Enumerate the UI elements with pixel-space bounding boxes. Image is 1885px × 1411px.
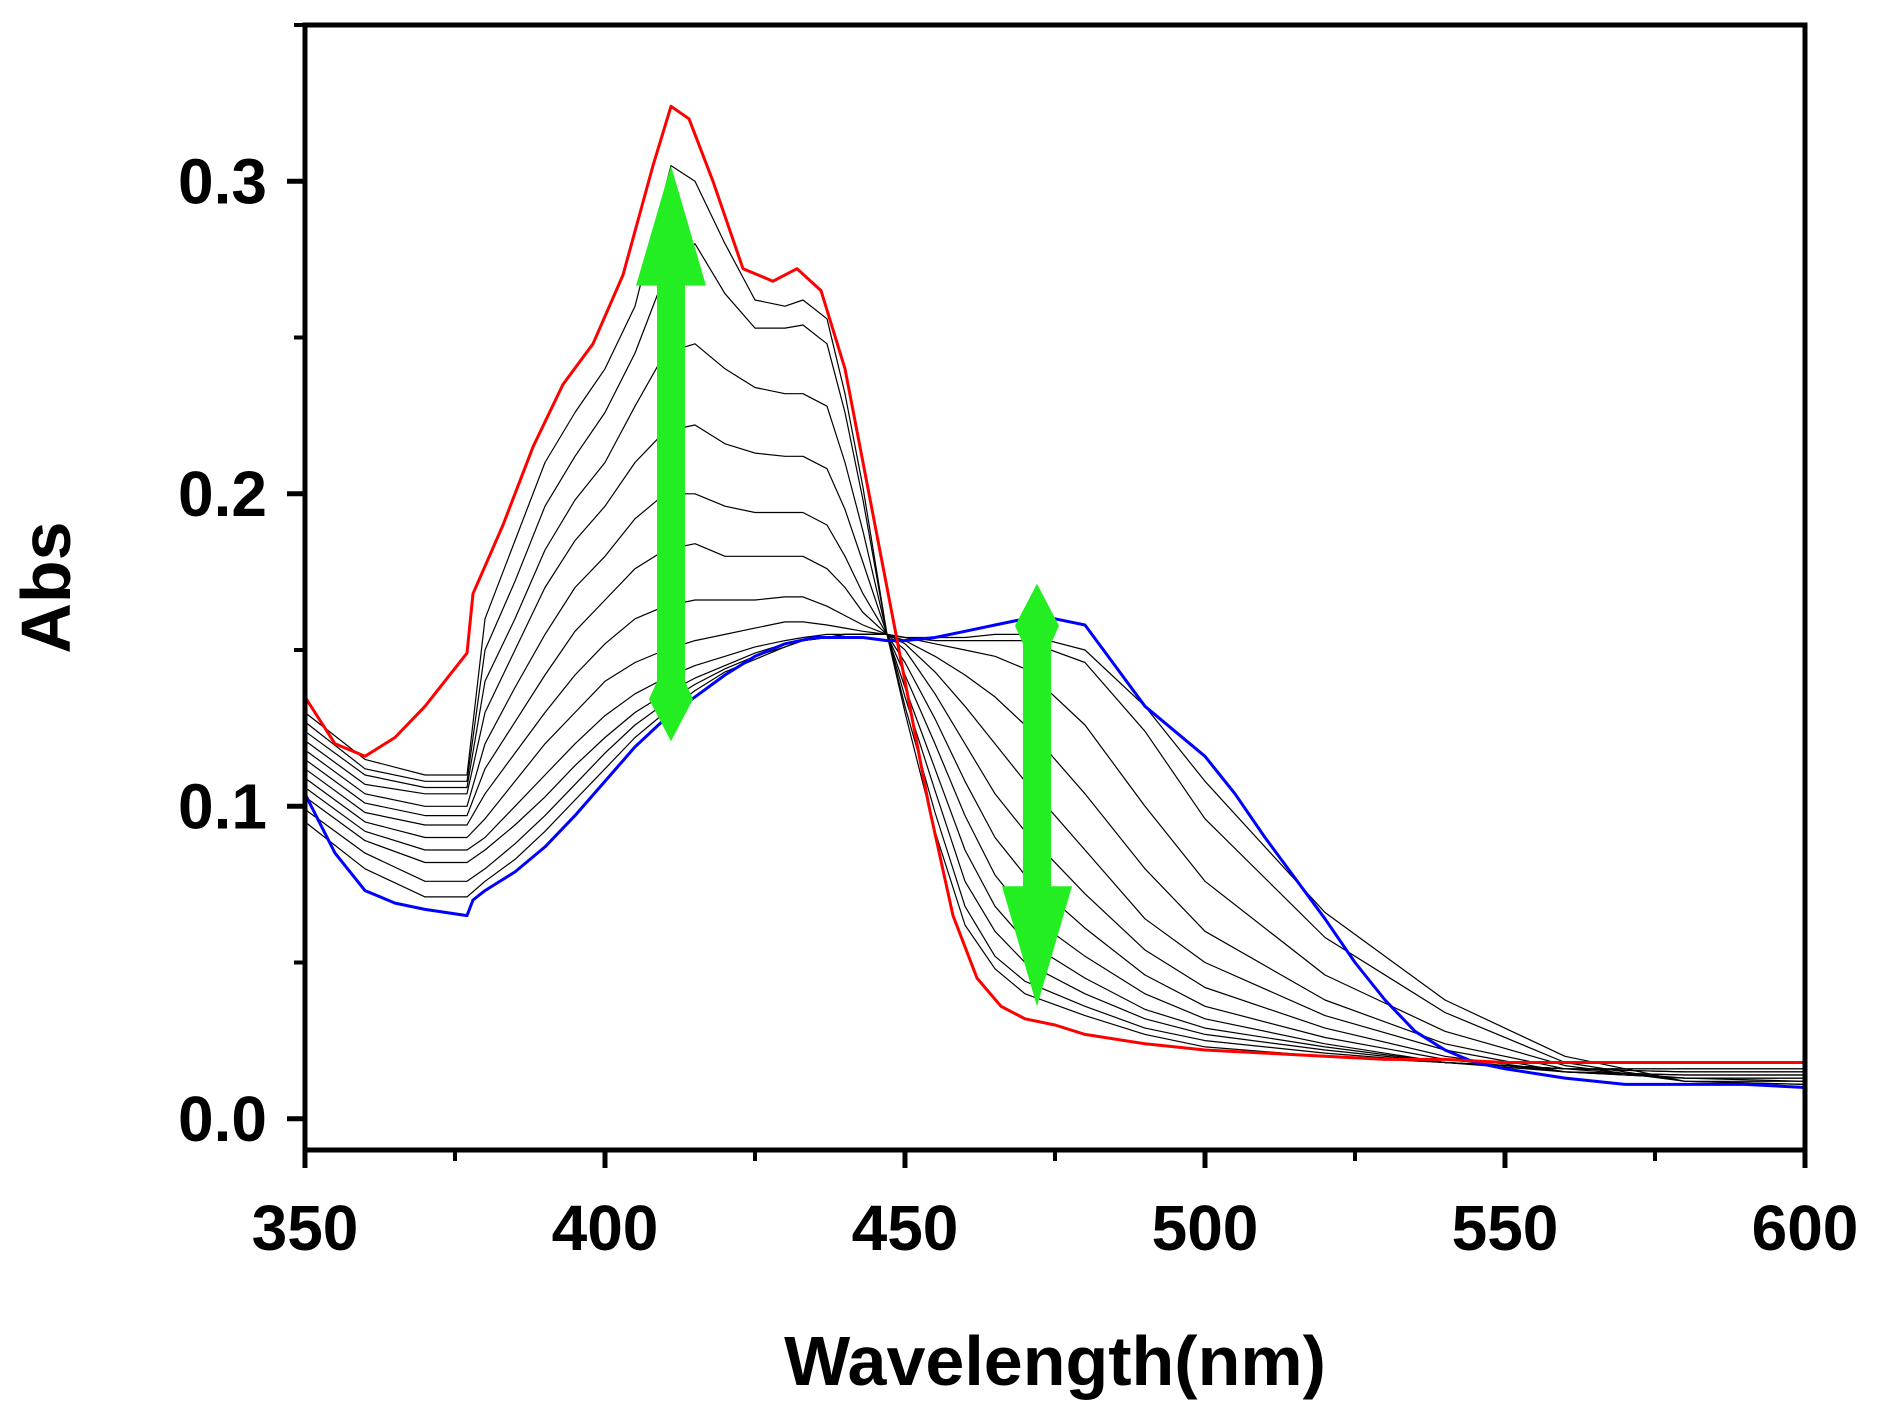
x-tick-label: 400 [552,1192,659,1264]
series-line-s2 [304,243,1806,1070]
tick-layer: 350 400 450 500 550 600 0.0 0.1 0.2 0.3 [178,23,1859,1264]
plot-frame [302,22,1808,1153]
y-tick-label: 0.3 [178,145,267,217]
series-line-final [303,104,1807,1064]
x-tick-label: 450 [852,1192,959,1264]
series-line-s5 [304,493,1806,1076]
series-line-s7 [304,596,1806,1079]
x-tick-label: 550 [1452,1192,1559,1264]
y-tick-label: 0.1 [178,770,267,842]
series-line-s3 [304,343,1806,1073]
x-tick-label: 500 [1152,1192,1259,1264]
series-line-s1 [304,165,1806,1070]
series-line-s4 [304,424,1806,1073]
arrow-down-1 [1002,583,1072,1007]
y-axis-title: Abs [7,521,85,653]
series-layer [303,104,1807,1089]
series-line-s6 [304,543,1806,1076]
y-tick-label: 0.0 [178,1083,267,1155]
series-line-initial [303,617,1807,1089]
y-tick-label: 0.2 [178,458,267,530]
arrow-up-0 [636,165,706,742]
x-tick-label: 600 [1752,1192,1859,1264]
x-axis-title: Wavelength(nm) [784,1322,1326,1400]
series-line-s9 [304,633,1806,1082]
arrow-layer [636,165,1072,1007]
x-tick-label: 350 [252,1192,359,1264]
series-line-s8 [304,621,1806,1079]
